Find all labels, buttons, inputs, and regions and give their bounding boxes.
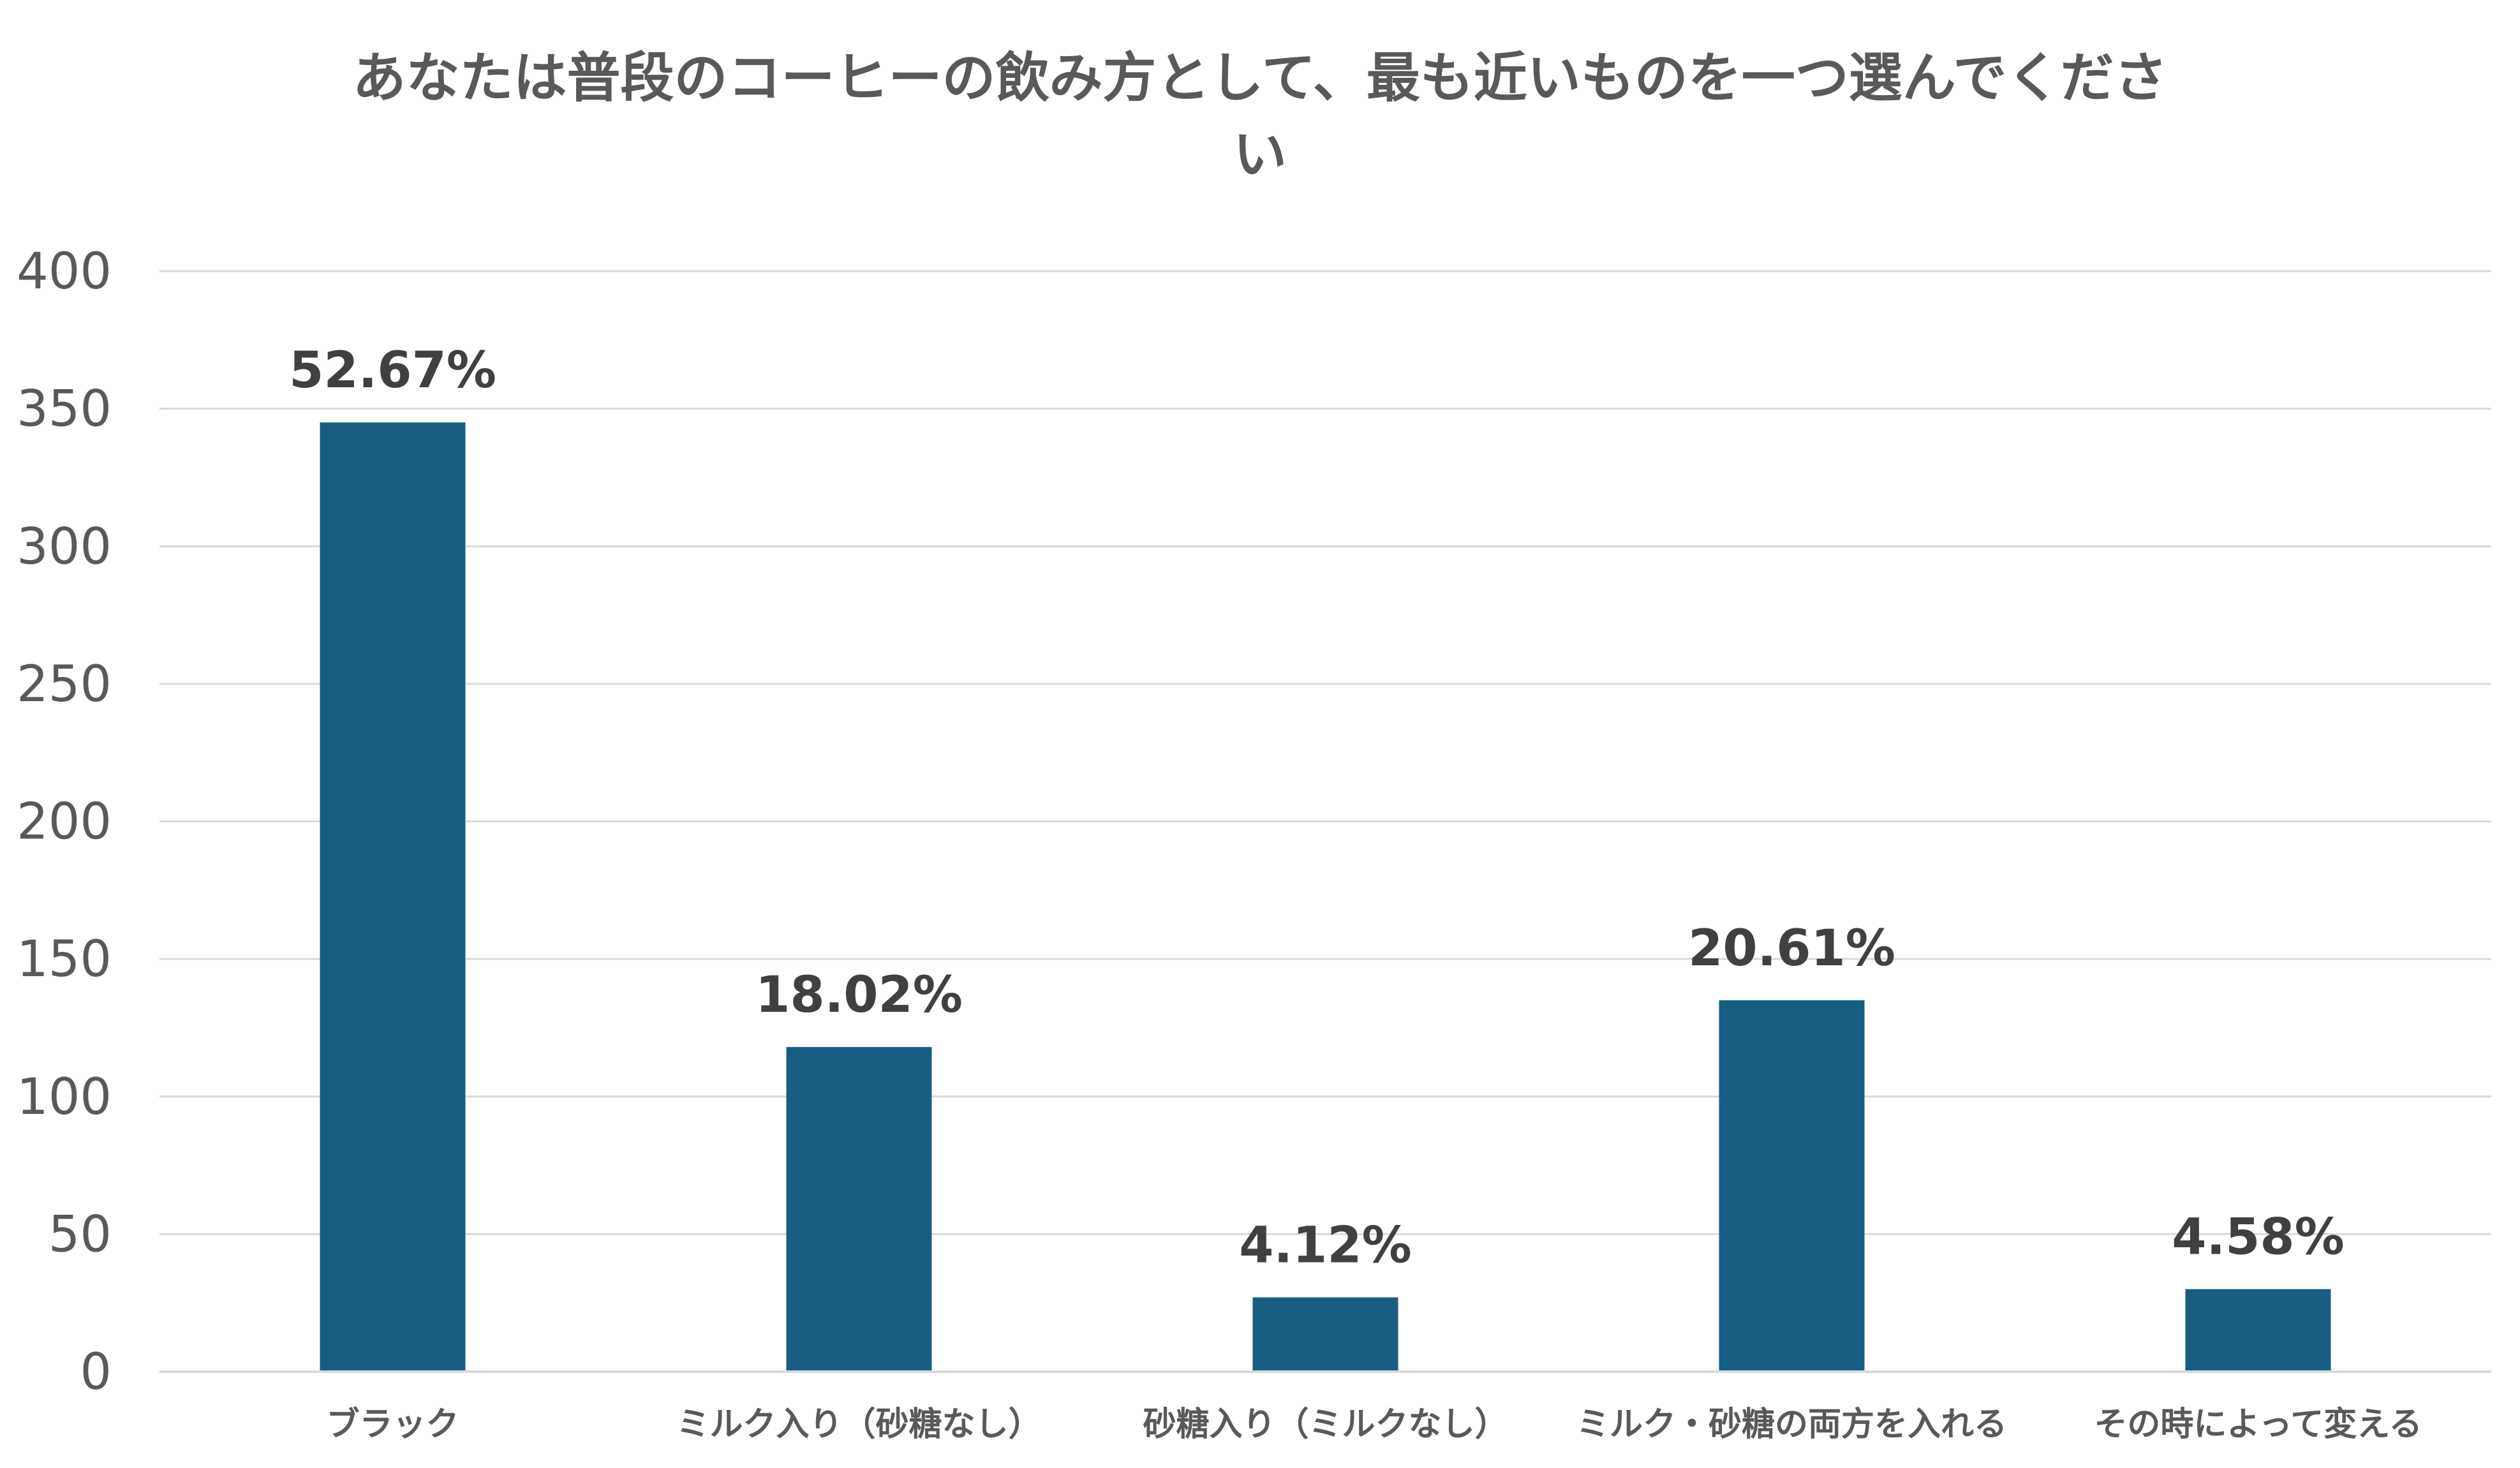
data-label: 18.02% [755, 967, 963, 1024]
y-tick-label: 0 [80, 1344, 112, 1401]
y-tick-label: 150 [17, 931, 112, 988]
data-label: 20.61% [1688, 920, 1895, 977]
x-category-label: 砂糖入り（ミルクなし） [1143, 1405, 1508, 1444]
y-tick-label: 100 [17, 1069, 112, 1126]
chart-title-line-1: あなたは普段のコーヒーの飲み方として、最も近いものを一つ選んでくださ [352, 47, 2168, 109]
bar [320, 422, 466, 1372]
x-category-label: ミルク・砂糖の両方を入れる [1576, 1405, 2007, 1444]
bar [1252, 1297, 1398, 1372]
chart-title-line-2: い [1233, 123, 1287, 186]
bar [786, 1047, 932, 1372]
y-tick-label: 400 [17, 243, 112, 300]
y-tick-label: 350 [17, 381, 112, 438]
x-category-label: ブラック [326, 1405, 459, 1444]
data-label: 4.58% [2172, 1209, 2345, 1266]
data-label: 52.67% [289, 342, 496, 399]
y-tick-label: 50 [48, 1206, 112, 1263]
bar [1719, 1000, 1865, 1372]
data-label: 4.12% [1239, 1217, 1412, 1275]
x-category-label: その時によって変える [2094, 1405, 2422, 1444]
x-category-label: ミルク入り（砂糖なし） [676, 1405, 1041, 1444]
y-tick-label: 200 [17, 794, 112, 851]
bar [2185, 1289, 2331, 1372]
y-tick-label: 250 [17, 656, 112, 713]
y-tick-label: 300 [17, 518, 112, 575]
